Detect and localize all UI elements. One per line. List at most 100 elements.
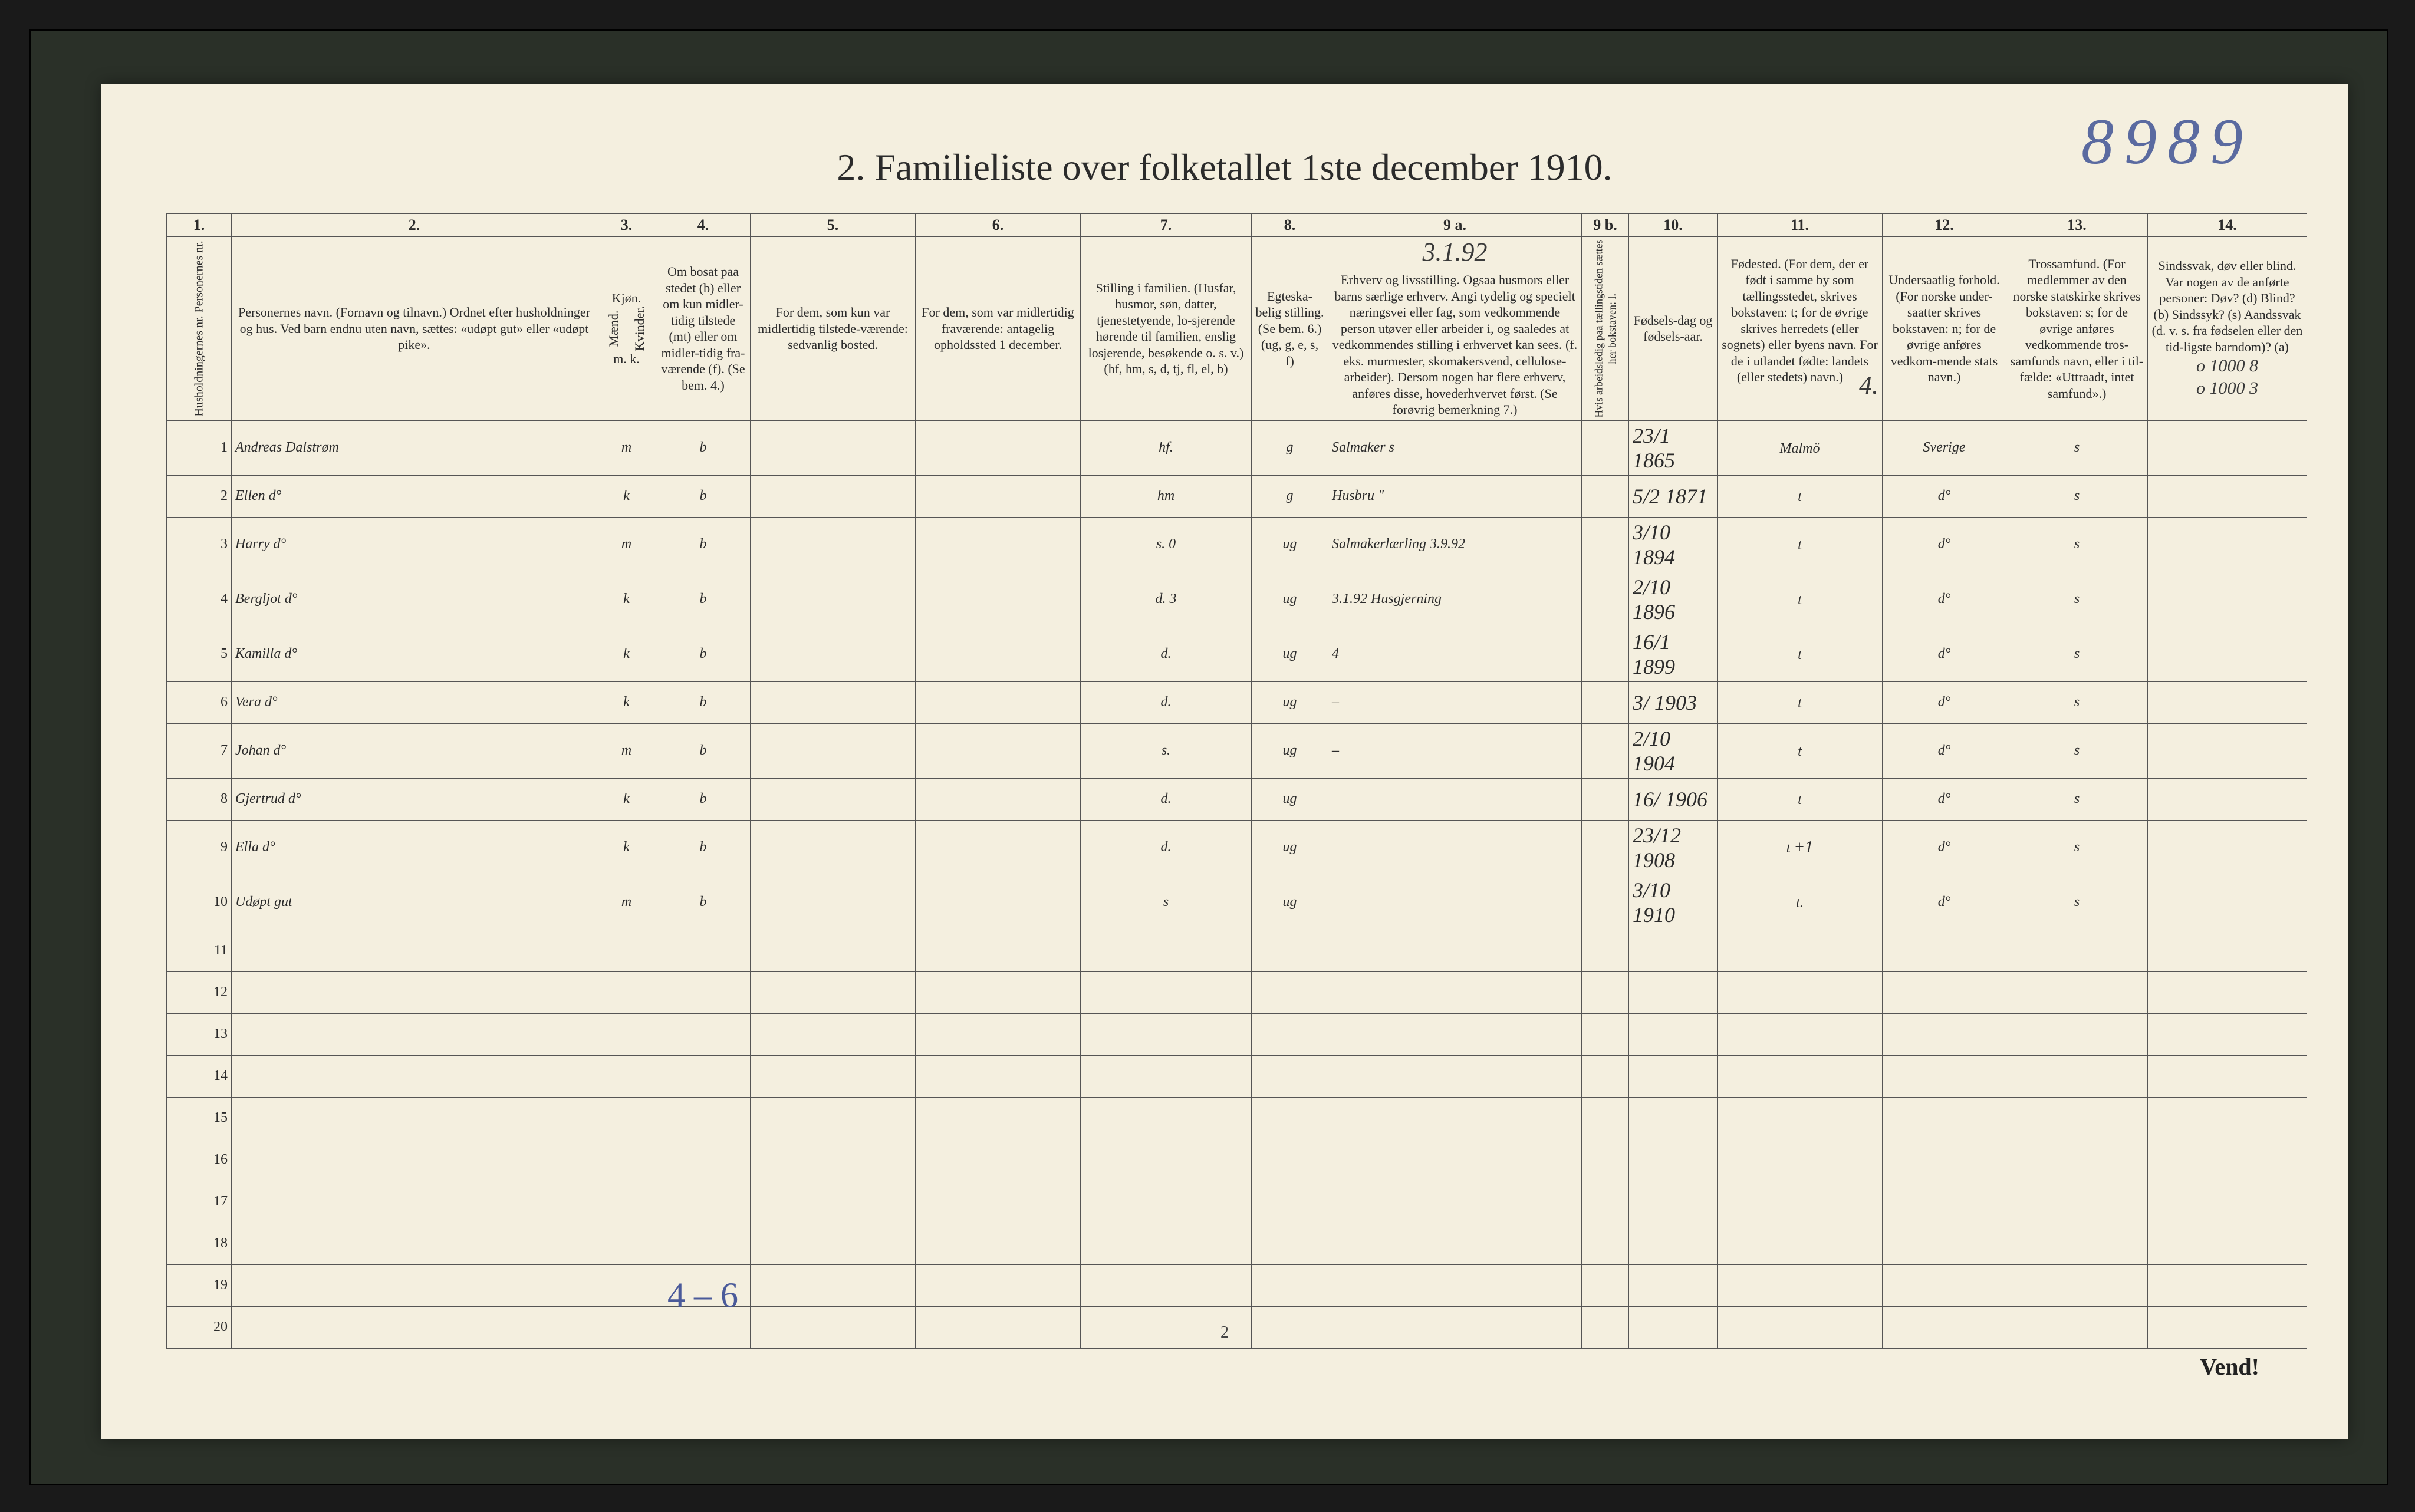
colnum-11: 11. (1718, 214, 1883, 237)
colnum-7: 7. (1081, 214, 1252, 237)
tilstede-cell (751, 723, 916, 778)
bosat-cell: b (656, 723, 751, 778)
kjon-cell: k (597, 572, 656, 627)
bosat-cell (656, 1181, 751, 1223)
kjon-cell (597, 1223, 656, 1264)
colnum-10: 10. (1629, 214, 1718, 237)
kjon-cell: m (597, 723, 656, 778)
undersaat-cell (1883, 1139, 2006, 1181)
husholdning-cell (167, 1264, 199, 1306)
egteskab-cell: ug (1252, 517, 1328, 572)
rownum-cell: 13 (199, 1013, 232, 1055)
arbeidsledig-cell (1582, 517, 1629, 572)
famstilling-cell (1081, 1139, 1252, 1181)
footer-annotation: 4 – 6 (667, 1275, 738, 1316)
rownum-cell: 19 (199, 1264, 232, 1306)
erhverv-cell (1328, 1013, 1582, 1055)
famstilling-cell (1081, 1181, 1252, 1223)
name-cell (232, 930, 597, 971)
husholdning-cell (167, 875, 199, 930)
table-row: 11 (167, 930, 2307, 971)
sindssvak-cell (2148, 420, 2307, 475)
erhverv-cell (1328, 971, 1582, 1013)
name-cell: Ella d° (232, 820, 597, 875)
table-row: 19 (167, 1264, 2307, 1306)
husholdning-cell (167, 1181, 199, 1223)
name-cell: Gjertrud d° (232, 778, 597, 820)
fravaer-cell (916, 778, 1081, 820)
egteskab-cell: g (1252, 420, 1328, 475)
erhverv-cell (1328, 820, 1582, 875)
tilstede-cell (751, 420, 916, 475)
bosat-cell: b (656, 875, 751, 930)
famstilling-cell (1081, 1097, 1252, 1139)
table-row: 3Harry d°mbs. 0ugSalmakerlærling 3.9.923… (167, 517, 2307, 572)
famstilling-cell (1081, 1264, 1252, 1306)
column-number-row: 1. 2. 3. 4. 5. 6. 7. 8. 9 a. 9 b. 10. 11… (167, 214, 2307, 237)
arbeidsledig-cell (1582, 820, 1629, 875)
rownum-cell: 18 (199, 1223, 232, 1264)
kjon-cell: m (597, 517, 656, 572)
tilstede-cell (751, 778, 916, 820)
name-cell: Bergljot d° (232, 572, 597, 627)
arbeidsledig-cell (1582, 572, 1629, 627)
fodested-cell (1718, 1097, 1883, 1139)
arbeidsledig-cell (1582, 1223, 1629, 1264)
fravaer-cell (916, 1223, 1081, 1264)
bosat-cell: b (656, 572, 751, 627)
name-cell: Ellen d° (232, 475, 597, 517)
rownum-cell: 5 (199, 627, 232, 681)
sindssvak-cell (2148, 1223, 2307, 1264)
sindssvak-cell (2148, 681, 2307, 723)
fravaer-cell (916, 820, 1081, 875)
fravaer-cell (916, 1264, 1081, 1306)
sindssvak-cell (2148, 930, 2307, 971)
header-husholdning: Husholdningernes nr. Personernes nr. (167, 237, 232, 421)
famstilling-cell (1081, 930, 1252, 971)
fodselsdag-cell (1629, 1139, 1718, 1181)
egteskab-cell: ug (1252, 723, 1328, 778)
kjon-cell (597, 971, 656, 1013)
tilstede-cell (751, 572, 916, 627)
rownum-cell: 17 (199, 1181, 232, 1223)
fodested-cell: t (1718, 778, 1883, 820)
fodselsdag-cell (1629, 1097, 1718, 1139)
fodested-cell (1718, 930, 1883, 971)
fodselsdag-cell: 23/12 1908 (1629, 820, 1718, 875)
erhverv-cell (1328, 778, 1582, 820)
arbeidsledig-cell (1582, 420, 1629, 475)
famstilling-cell: hm (1081, 475, 1252, 517)
fodested-cell: t (1718, 475, 1883, 517)
tilstede-cell (751, 627, 916, 681)
header-maend: Mænd. (606, 306, 622, 351)
header-fravaerende: For dem, som var midlertidig fraværende:… (916, 237, 1081, 421)
tilstede-cell (751, 681, 916, 723)
famstilling-cell (1081, 1013, 1252, 1055)
table-row: 12 (167, 971, 2307, 1013)
colnum-13: 13. (2006, 214, 2148, 237)
fodested-cell: t (1718, 681, 1883, 723)
name-cell (232, 1223, 597, 1264)
trossamfund-cell (2006, 1139, 2148, 1181)
undersaat-cell: d° (1883, 517, 2006, 572)
erhverv-cell (1328, 1223, 1582, 1264)
trossamfund-cell (2006, 1013, 2148, 1055)
header-fodested-text: Fødested. (For dem, der er født i samme … (1722, 256, 1878, 385)
kjon-cell (597, 930, 656, 971)
bosat-cell (656, 1223, 751, 1264)
egteskab-cell (1252, 1181, 1328, 1223)
bosat-cell (656, 1013, 751, 1055)
undersaat-cell: d° (1883, 627, 2006, 681)
fravaer-cell (916, 572, 1081, 627)
husholdning-cell (167, 475, 199, 517)
rownum-cell: 2 (199, 475, 232, 517)
fodselsdag-cell: 2/10 1904 (1629, 723, 1718, 778)
fodselsdag-cell: 3/ 1903 (1629, 681, 1718, 723)
arbeidsledig-cell (1582, 723, 1629, 778)
famstilling-cell: d. (1081, 820, 1252, 875)
scan-frame: 8989 2. Familieliste over folketallet 1s… (29, 29, 2388, 1485)
fravaer-cell (916, 681, 1081, 723)
sindssvak-cell (2148, 1013, 2307, 1055)
egteskab-cell: ug (1252, 627, 1328, 681)
name-cell (232, 1264, 597, 1306)
